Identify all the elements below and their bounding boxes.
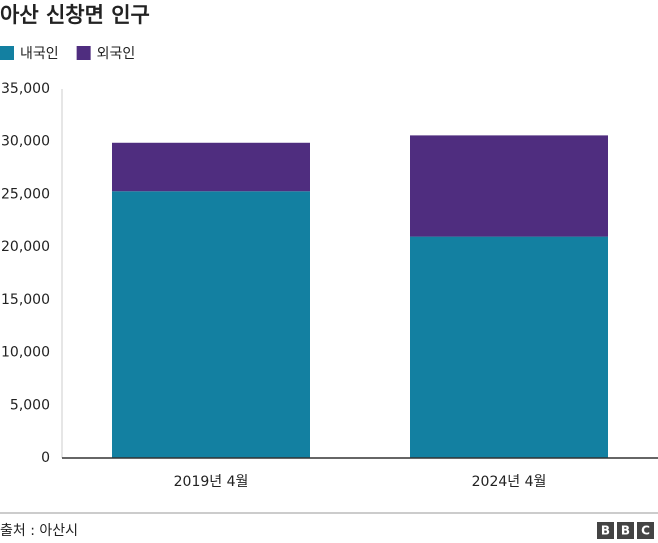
y-tick-label: 5,000: [10, 397, 50, 413]
bar-segment: [112, 191, 310, 458]
logo-box: [617, 522, 634, 539]
y-tick-label: 35,000: [1, 81, 50, 97]
logo-letter: C: [641, 524, 650, 538]
bar-segment: [112, 142, 310, 192]
bar-segment: [410, 135, 608, 237]
logo-letter: B: [601, 524, 610, 538]
y-tick-label: 25,000: [1, 186, 50, 202]
legend-label: 내국인: [20, 46, 59, 62]
legend-swatch: [0, 46, 14, 60]
legend-swatch: [76, 46, 91, 60]
chart-title: 아산 신창면 인구: [0, 3, 150, 27]
x-tick-label: 2024년 4월: [472, 474, 547, 490]
y-tick-label: 30,000: [1, 134, 50, 150]
logo-box: [637, 522, 654, 539]
source: 출처 : 아산시: [0, 523, 78, 539]
y-tick-label: 20,000: [1, 239, 50, 255]
bar-segment: [410, 236, 608, 458]
x-tick-label: 2019년 4월: [174, 474, 249, 490]
y-tick-label: 0: [41, 450, 50, 466]
y-tick-label: 15,000: [1, 292, 50, 308]
logo-box: [597, 522, 614, 539]
logo-letter: B: [621, 524, 630, 538]
legend-label: 외국인: [97, 46, 136, 62]
y-tick-label: 10,000: [1, 345, 50, 361]
